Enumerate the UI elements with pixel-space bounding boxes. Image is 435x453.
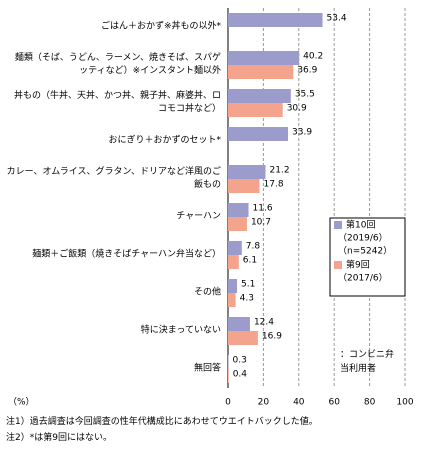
legend-box	[329, 217, 406, 297]
bar	[228, 179, 260, 193]
bar	[228, 89, 291, 103]
x-tick-label: 20	[258, 398, 270, 408]
bar	[228, 203, 249, 217]
bar	[228, 355, 229, 369]
value-label: 11.6	[253, 204, 273, 214]
value-label: 16.9	[262, 332, 282, 342]
x-tick-label: 0	[225, 398, 231, 408]
category-label: 麺類（そば、うどん、ラーメン、焼きそば、スパゲッティなど）※インスタント麺以外	[14, 53, 221, 76]
category-label: 特に決まっていない	[140, 325, 221, 336]
value-label: 40.2	[303, 52, 323, 62]
value-label: 53.4	[327, 14, 347, 24]
x-tick-label: 100	[396, 398, 413, 408]
value-label: 4.3	[240, 294, 254, 304]
value-label: 6.1	[243, 256, 257, 266]
bar	[228, 127, 289, 141]
footnote: 注2）*は第9回にはない。	[6, 433, 112, 443]
category-label: その他	[193, 287, 221, 298]
category-label: おにぎり＋おかずのセット*	[108, 135, 221, 146]
bar	[228, 103, 283, 117]
value-label: 33.9	[292, 128, 312, 138]
bar	[228, 369, 229, 383]
legend-period: （2019/6）	[338, 233, 388, 244]
category-label: チャーハン	[176, 211, 221, 222]
value-label: 17.8	[264, 180, 284, 190]
bar	[228, 293, 236, 307]
value-label: 5.1	[241, 280, 255, 290]
category-label: 丼もの（牛丼、天丼、かつ丼、親子丼、麻婆丼、ロコモコ丼など）	[13, 91, 221, 114]
bar	[228, 317, 250, 331]
legend-label: 第9回	[346, 259, 370, 271]
bar	[228, 331, 258, 345]
value-label: 0.4	[233, 370, 248, 380]
value-label: 36.9	[297, 66, 317, 76]
bar	[228, 13, 323, 27]
category-label: カレー、オムライス、グラタン、ドリアなど洋風のご飯もの	[6, 167, 221, 190]
bar	[228, 241, 242, 255]
bar	[228, 217, 247, 231]
legend-label: 第10回	[346, 219, 375, 231]
bar	[228, 51, 300, 65]
value-label: 10.7	[251, 218, 271, 228]
category-label: 麺類＋ご飯類（焼きそばチャーハン弁当など）	[32, 249, 221, 260]
bar	[228, 279, 238, 293]
bar	[228, 165, 266, 179]
legend-period: （2017/6）	[338, 273, 388, 284]
x-tick-label: 60	[328, 398, 340, 408]
legend-swatch	[334, 221, 342, 229]
footnote: 注1）過去調査は今回調査の性年代構成比にあわせてウエイトバックした値。	[6, 417, 318, 427]
value-label: 12.4	[254, 318, 274, 328]
value-label: 35.5	[295, 90, 315, 100]
legend-sample: （n=5242）	[338, 246, 392, 257]
x-tick-label: 80	[364, 398, 376, 408]
value-label: 21.2	[270, 166, 290, 176]
value-label: 30.9	[287, 104, 307, 114]
bar	[228, 255, 239, 269]
x-unit: （%）	[8, 397, 35, 408]
category-label: 無回答	[193, 363, 221, 374]
annotation: ：コンビニ弁当利用者	[340, 350, 395, 374]
value-label: 7.8	[246, 242, 261, 252]
legend-swatch	[334, 261, 342, 269]
bar	[228, 65, 294, 79]
x-tick-label: 40	[293, 398, 305, 408]
category-label: ごはん＋おかず※丼もの以外*	[100, 21, 221, 32]
value-label: 0.3	[233, 356, 247, 366]
